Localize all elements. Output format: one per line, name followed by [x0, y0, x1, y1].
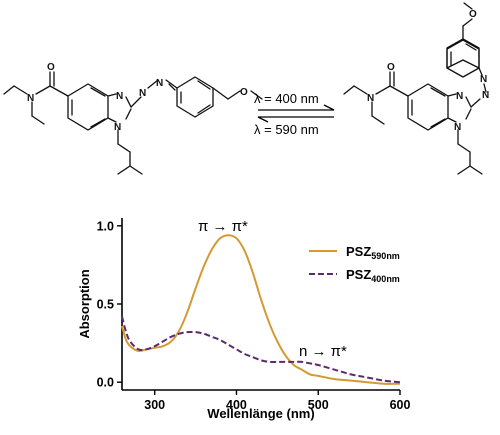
arrow-forward [258, 104, 335, 111]
molecule-trans: O N N N N N O [3, 62, 263, 175]
atom-n-imidazole: N [456, 91, 463, 102]
absorption-chart: 300 400 500 600 0.0 0.5 1.0 Absorption Wellenl… [77, 218, 410, 421]
atom-n-amide: N [367, 93, 374, 104]
x-tick-label: 400 [226, 398, 247, 412]
atom-n-azo-2: N [480, 74, 487, 85]
x-axis-title: Wellenlänge (nm) [207, 406, 314, 421]
atom-n-imidazole: N [116, 91, 123, 102]
series-lines [121, 234, 401, 385]
atom-n-amide: N [27, 93, 34, 104]
legend-label-400nm: PSZ400nm [346, 267, 400, 284]
atom-o-carbonyl: O [387, 62, 395, 73]
x-tick-label: 600 [390, 398, 411, 412]
atom-n-azo-1: N [482, 90, 489, 101]
legend: PSZ590nm PSZ400nm [309, 244, 400, 284]
axis-ticks: 300 400 500 600 0.0 0.5 1.0 [97, 219, 411, 412]
annotation-pi-pi: π → π* [198, 218, 248, 235]
series-line-400nm [121, 316, 401, 384]
y-tick-label: 1.0 [97, 219, 114, 233]
y-tick-label: 0.0 [97, 376, 114, 390]
y-tick-label: 0.5 [97, 298, 114, 312]
x-tick-label: 300 [144, 398, 165, 412]
condition-backward: λ = 590 nm [254, 122, 319, 137]
equilibrium-arrows: λ = 400 nm λ = 590 nm [254, 91, 335, 137]
series-line-590nm [121, 234, 401, 385]
annotation-n-pi: n → π* [299, 343, 347, 360]
condition-forward: λ = 400 nm [254, 91, 319, 106]
atom-n-azo-2: N [156, 78, 163, 89]
arrow-backward [257, 116, 334, 123]
atom-o-ether: O [469, 9, 477, 20]
legend-label-590nm: PSZ590nm [346, 244, 400, 261]
y-axis-title: Absorption [77, 269, 92, 338]
atom-o-ether: O [240, 87, 248, 98]
atom-n1: N [114, 122, 121, 133]
x-tick-label: 500 [308, 398, 329, 412]
atom-o-carbonyl: O [47, 62, 55, 73]
atom-n-azo-1: N [139, 88, 146, 99]
atom-n1: N [454, 122, 461, 133]
molecule-cis: O N N N N N O [343, 2, 489, 175]
